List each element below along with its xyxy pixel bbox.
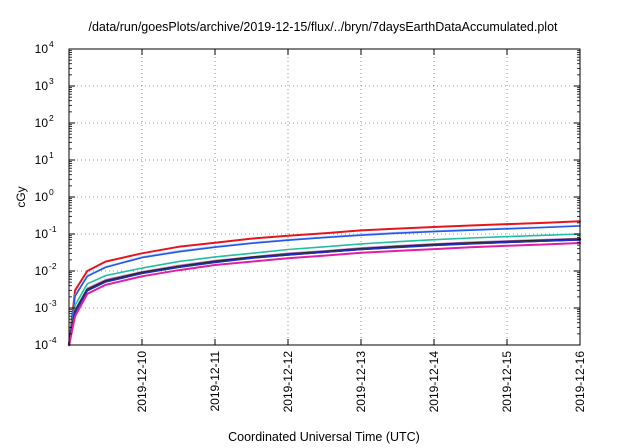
chart-title: /data/run/goesPlots/archive/2019-12-15/f…	[88, 20, 558, 34]
series-lines	[67, 220, 582, 347]
y-tick-label: 10 1	[35, 150, 54, 167]
y-tick-base: 10	[35, 190, 49, 204]
y-tick-exponent: 0	[49, 187, 54, 197]
y-tick-base: 10	[35, 338, 49, 352]
y-tick-base: 10	[35, 264, 49, 278]
y-tick-exponent: -4	[49, 335, 57, 345]
x-tick-label: 2019-12-16	[573, 351, 587, 413]
y-tick-base: 10	[35, 42, 49, 56]
y-tick-base: 10	[35, 227, 49, 241]
series-line-7	[68, 239, 581, 346]
x-tick-label: 2019-12-11	[208, 351, 222, 412]
series-line-2	[68, 224, 581, 346]
x-tick-label: 2019-12-15	[500, 351, 514, 413]
y-tick-label: 10 -2	[35, 261, 57, 278]
y-axis-label: cGy	[14, 186, 28, 207]
series-line-8	[68, 242, 581, 346]
x-tick-label: 2019-12-13	[354, 351, 368, 413]
x-axis-label: Coordinated Universal Time (UTC)	[228, 430, 420, 444]
y-tick-label: 10 0	[35, 187, 54, 204]
series-line-5	[68, 237, 581, 346]
y-tick-label: 10 -1	[35, 224, 57, 241]
y-tick-base: 10	[35, 301, 49, 315]
y-tick-label: 10 4	[35, 39, 54, 56]
y-tick-exponent: 4	[49, 39, 54, 49]
x-tick-label: 2019-12-14	[427, 351, 441, 413]
ticks	[69, 48, 581, 346]
y-tick-label: 10 -4	[35, 335, 57, 352]
series-line-4	[68, 233, 581, 346]
y-tick-exponent: -1	[49, 224, 57, 234]
y-tick-exponent: 2	[49, 113, 54, 123]
y-tick-exponent: 3	[49, 76, 54, 86]
x-tick-labels: 2019-12-10 2019-12-11 2019-12-12 2019-12-13…	[135, 351, 587, 413]
x-tick-label: 2019-12-10	[135, 351, 149, 413]
y-tick-base: 10	[35, 79, 49, 93]
y-tick-label: 10 2	[35, 113, 54, 130]
series-line-3	[68, 225, 581, 346]
y-tick-label: 10 3	[35, 76, 54, 93]
y-tick-exponent: -3	[49, 298, 57, 308]
grid-lines	[69, 49, 580, 345]
y-tick-base: 10	[35, 116, 49, 130]
series-line-1	[68, 220, 581, 346]
y-tick-label: 10 -3	[35, 298, 57, 315]
y-tick-exponent: -2	[49, 261, 57, 271]
y-tick-base: 10	[35, 153, 49, 167]
y-tick-exponent: 1	[49, 150, 54, 160]
x-tick-label: 2019-12-12	[281, 351, 295, 413]
